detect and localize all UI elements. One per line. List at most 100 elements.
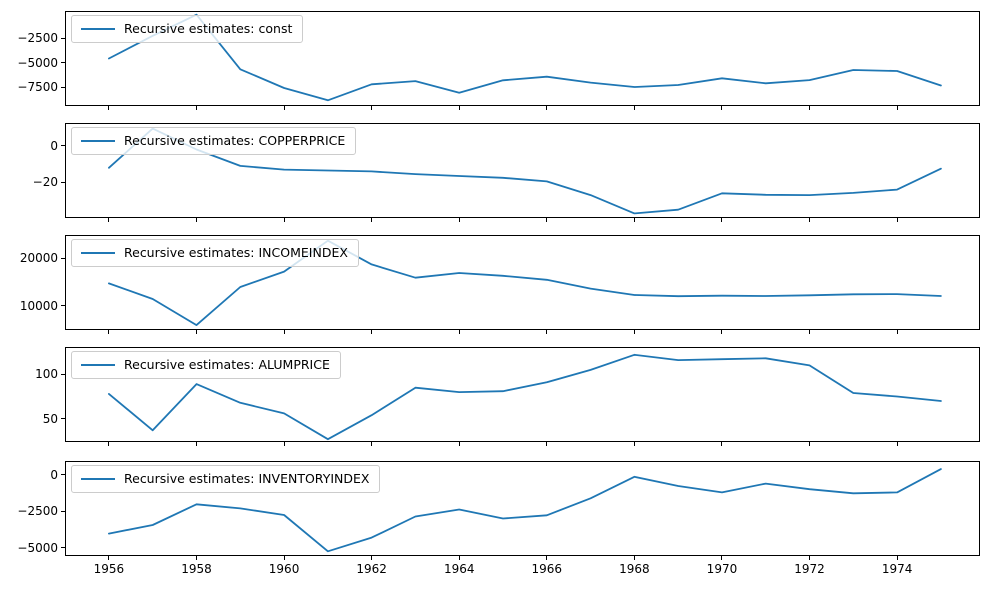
y-tick-mark <box>61 181 65 183</box>
x-tick-mark <box>283 330 285 334</box>
x-tick-mark <box>108 218 110 222</box>
y-tick-label: −5000 <box>17 540 58 555</box>
plot-area <box>108 468 942 553</box>
y-tick-label: 50 <box>42 411 58 426</box>
plot-area <box>108 127 942 215</box>
y-tick-mark <box>61 510 65 512</box>
x-tick-mark <box>458 442 460 446</box>
y-tick-label: 100 <box>35 367 58 382</box>
x-tick-mark <box>195 218 197 222</box>
x-tick-mark <box>458 106 460 110</box>
y-tick-mark <box>61 305 65 307</box>
legend-label: Recursive estimates: INVENTORYINDEX <box>124 471 370 486</box>
legend-label: Recursive estimates: const <box>124 21 293 36</box>
line-series-const <box>108 13 942 102</box>
x-tick-mark <box>458 330 460 334</box>
y-tick-mark <box>61 474 65 476</box>
legend-label: Recursive estimates: INCOMEINDEX <box>124 245 348 260</box>
y-tick-mark <box>61 145 65 147</box>
x-tick-mark <box>896 106 898 110</box>
y-tick-mark <box>61 86 65 88</box>
x-tick-mark <box>371 106 373 110</box>
x-tick-mark <box>809 330 811 334</box>
y-tick-label: 0 <box>50 467 58 482</box>
legend-box: Recursive estimates: COPPERPRICE <box>71 127 357 155</box>
x-tick-label: 1974 <box>881 562 913 576</box>
legend-line-sample <box>81 27 115 30</box>
x-tick-mark <box>809 442 811 446</box>
x-tick-mark <box>546 106 548 110</box>
subplot-alumprice: Recursive estimates: ALUMPRICE 100 50 <box>35 347 980 446</box>
x-tick-mark <box>633 442 635 446</box>
x-tick-label: 1958 <box>181 562 212 576</box>
x-tick-mark <box>633 106 635 110</box>
x-tick-mark <box>458 218 460 222</box>
x-tick-mark <box>721 218 723 222</box>
legend-line-sample <box>81 139 115 142</box>
x-tick-mark <box>896 218 898 222</box>
x-tick-mark <box>546 556 548 560</box>
y-tick-label: 20000 <box>19 251 58 266</box>
y-tick-label: −7500 <box>17 80 58 95</box>
x-tick-mark <box>195 442 197 446</box>
legend-label: Recursive estimates: COPPERPRICE <box>124 133 346 148</box>
legend-label: Recursive estimates: ALUMPRICE <box>124 357 330 372</box>
x-tick-mark <box>371 556 373 560</box>
x-tick-label: 1956 <box>93 562 125 576</box>
subplot-incomeindex: Recursive estimates: INCOMEINDEX 20000 10… <box>20 235 980 334</box>
x-tick-mark <box>283 442 285 446</box>
line-series-incomeindex <box>108 239 942 326</box>
x-tick-mark <box>896 330 898 334</box>
legend-line-sample <box>81 477 115 480</box>
subplot-copperprice: Recursive estimates: COPPERPRICE 0 −20 <box>33 123 980 222</box>
x-tick-mark <box>633 330 635 334</box>
legend-box: Recursive estimates: ALUMPRICE <box>71 351 341 379</box>
x-tick-mark <box>633 556 635 560</box>
y-tick-label: 10000 <box>19 298 58 313</box>
plot-area <box>108 239 942 326</box>
line-series-copperprice <box>108 127 942 215</box>
x-tick-mark <box>283 218 285 222</box>
x-tick-mark <box>108 556 110 560</box>
x-tick-mark <box>108 106 110 110</box>
x-tick-mark <box>809 218 811 222</box>
x-tick-mark <box>633 218 635 222</box>
y-tick-label: −20 <box>32 175 58 190</box>
plot-area <box>108 13 942 102</box>
x-tick-mark <box>721 106 723 110</box>
plot-area <box>108 353 942 441</box>
x-tick-mark <box>546 218 548 222</box>
x-tick-mark <box>546 330 548 334</box>
x-tick-label: 1964 <box>443 562 475 576</box>
subplot-const: Recursive estimates: const −2500 −5000 −75… <box>17 11 980 110</box>
x-tick-mark <box>809 106 811 110</box>
x-tick-mark <box>371 330 373 334</box>
legend-line-sample <box>81 363 115 366</box>
x-tick-mark <box>896 442 898 446</box>
legend-line-sample <box>81 251 115 254</box>
x-tick-mark <box>371 218 373 222</box>
x-tick-mark <box>108 330 110 334</box>
y-tick-label: 0 <box>50 138 58 153</box>
y-tick-mark <box>61 37 65 39</box>
x-tick-mark <box>896 556 898 560</box>
x-tick-mark <box>371 442 373 446</box>
x-tick-label: 1970 <box>706 562 738 576</box>
line-series-alumprice <box>108 353 942 441</box>
y-tick-mark <box>61 373 65 375</box>
y-tick-label: −5000 <box>17 55 58 70</box>
legend-box: Recursive estimates: const <box>71 15 304 43</box>
x-tick-label: 1968 <box>619 562 650 576</box>
y-tick-mark <box>61 62 65 64</box>
x-tick-mark <box>195 106 197 110</box>
x-tick-mark <box>721 442 723 446</box>
x-tick-label: 1966 <box>531 562 563 576</box>
y-tick-label: −2500 <box>17 504 58 519</box>
x-tick-mark <box>809 556 811 560</box>
x-tick-mark <box>283 556 285 560</box>
x-tick-label: 1972 <box>794 562 825 576</box>
x-tick-mark <box>195 556 197 560</box>
y-tick-mark <box>61 418 65 420</box>
line-series-inventoryindex <box>108 468 942 553</box>
y-tick-mark <box>61 257 65 259</box>
